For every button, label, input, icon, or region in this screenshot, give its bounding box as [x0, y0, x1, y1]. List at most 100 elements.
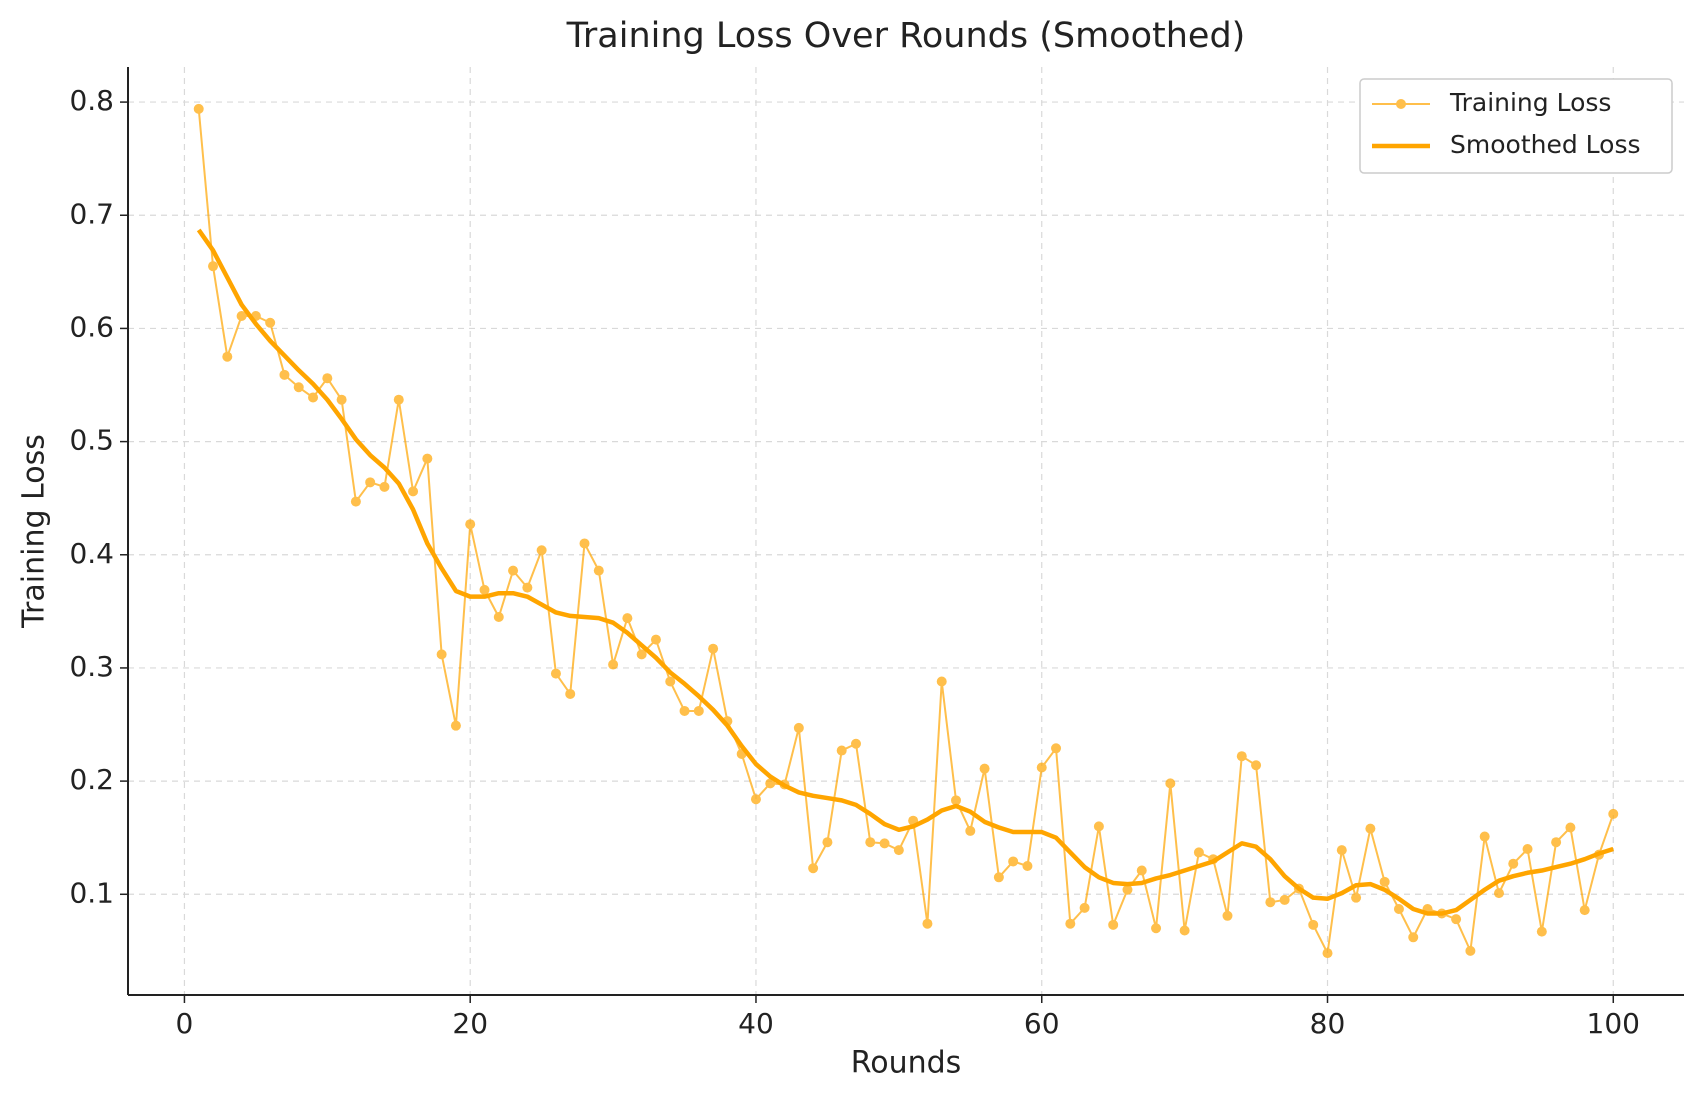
data-point [1536, 926, 1547, 937]
data-point [1065, 918, 1076, 929]
legend-item [1372, 99, 1430, 109]
data-point [951, 795, 962, 806]
x-axis-label: Rounds [851, 1046, 962, 1081]
data-point [493, 612, 504, 623]
data-point [622, 613, 633, 624]
data-point [336, 394, 347, 405]
legend-label: Smoothed Loss [1450, 130, 1641, 159]
data-point [436, 649, 447, 660]
legend: Training Loss Smoothed Loss [1359, 78, 1673, 174]
data-point [1222, 910, 1233, 921]
y-tick-label: 0.2 [69, 763, 114, 796]
data-point [693, 705, 704, 716]
data-point [1408, 932, 1419, 943]
data-point [1022, 860, 1033, 871]
y-tick-label: 0.8 [69, 84, 114, 117]
data-point [836, 745, 847, 756]
data-point [1365, 823, 1376, 834]
data-point [1451, 914, 1462, 925]
data-point [1179, 925, 1190, 936]
data-point [936, 676, 947, 687]
data-point [636, 649, 647, 660]
data-point [679, 705, 690, 716]
data-point [393, 394, 404, 405]
y-tick-label: 0.4 [69, 537, 114, 570]
data-point [1551, 837, 1562, 848]
data-point [1236, 751, 1247, 762]
data-point [765, 778, 776, 789]
data-point [1465, 945, 1476, 956]
data-point [879, 838, 890, 849]
data-point [1508, 858, 1519, 869]
data-point [1393, 903, 1404, 914]
chart-title: Training Loss Over Rounds (Smoothed) [566, 16, 1246, 56]
data-point [1351, 892, 1362, 903]
data-point [1193, 847, 1204, 858]
data-point [279, 369, 290, 380]
data-line [196, 228, 1614, 916]
data-point [508, 565, 519, 576]
data-point [1565, 822, 1576, 833]
data-point [322, 373, 333, 384]
data-point [665, 676, 676, 687]
data-point [1608, 808, 1619, 819]
data-point [893, 845, 904, 856]
data-point [193, 103, 204, 114]
data-point [308, 392, 319, 403]
y-tick-label: 0.3 [69, 650, 114, 683]
data-point [822, 837, 833, 848]
data-point [1493, 888, 1504, 899]
data-point [465, 519, 476, 530]
data-point [379, 481, 390, 492]
data-point [793, 722, 804, 733]
x-tick-label: 20 [452, 1007, 488, 1040]
data-point [593, 565, 604, 576]
data-point [608, 659, 619, 670]
series [193, 103, 1619, 959]
data-point [350, 496, 361, 507]
data-point [979, 763, 990, 774]
data-point [1579, 905, 1590, 916]
x-tick-label: 100 [1587, 1007, 1640, 1040]
legend-box [1359, 78, 1673, 174]
data-point [536, 545, 547, 556]
data-point [1079, 902, 1090, 913]
data-point [1279, 894, 1290, 905]
y-tick-label: 0.1 [69, 876, 114, 909]
data-point [579, 538, 590, 549]
data-point [1379, 876, 1390, 887]
x-tick-label: 80 [1310, 1007, 1346, 1040]
legend-marker [1396, 99, 1406, 109]
data-point [1093, 821, 1104, 832]
data-point [1322, 948, 1333, 959]
data-point [808, 863, 819, 874]
data-point [479, 584, 490, 595]
data-point [1051, 743, 1062, 754]
data-point [522, 582, 533, 593]
data-point [1008, 856, 1019, 867]
x-tick-label: 40 [738, 1007, 774, 1040]
data-point [208, 261, 219, 272]
data-point [1122, 884, 1133, 895]
data-point [1036, 762, 1047, 773]
data-point [1136, 865, 1147, 876]
data-point [1108, 919, 1119, 930]
data-point [1308, 919, 1319, 930]
data-point [365, 477, 376, 488]
legend-label: Training Loss [1449, 88, 1611, 117]
data-point [293, 382, 304, 393]
data-point [865, 837, 876, 848]
data-point [1251, 760, 1262, 771]
data-point [1522, 844, 1533, 855]
data-point [993, 872, 1004, 883]
y-tick-label: 0.7 [69, 197, 114, 230]
data-point [1165, 778, 1176, 789]
data-point [1336, 845, 1347, 856]
data-point [550, 668, 561, 679]
data-point [850, 738, 861, 749]
series [196, 228, 1614, 916]
x-tick-label: 0 [176, 1007, 194, 1040]
data-point [1479, 831, 1490, 842]
data-point [965, 825, 976, 836]
